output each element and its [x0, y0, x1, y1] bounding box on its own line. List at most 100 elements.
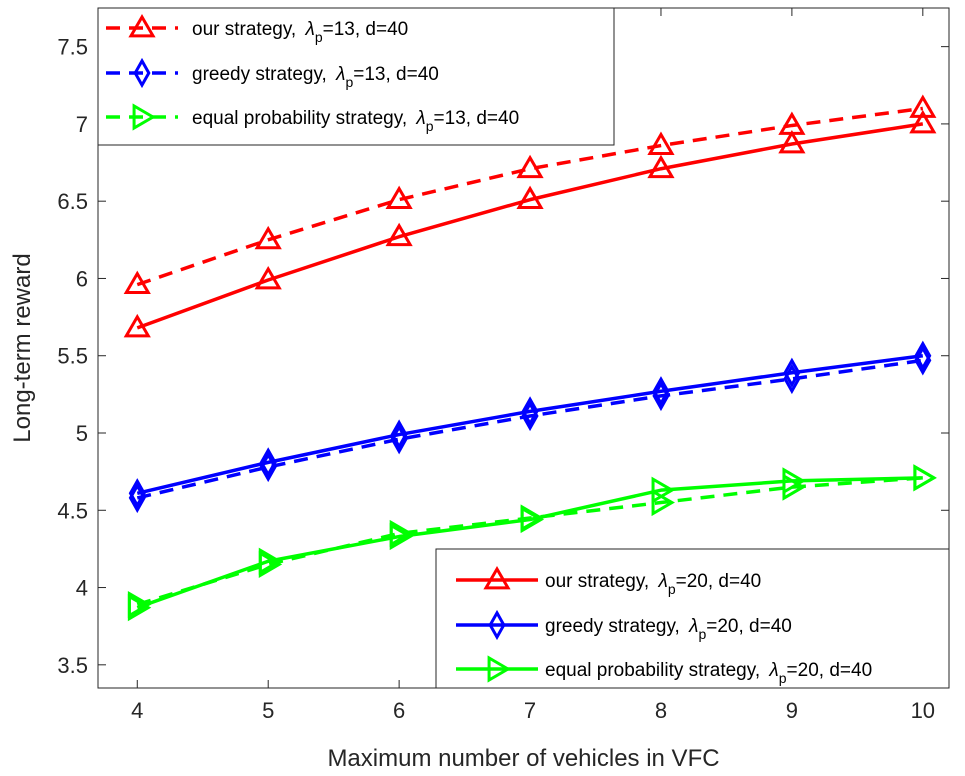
data-point-ours20-5 — [254, 266, 282, 290]
data-point-ours20-4 — [123, 313, 151, 338]
y-tick-label: 3.5 — [57, 653, 88, 678]
y-tick-label: 7 — [76, 112, 88, 137]
data-point-equal20-7 — [520, 505, 545, 534]
legend-label-rest: =13, d=40 — [434, 108, 520, 129]
series-equal20 — [127, 464, 937, 622]
series-layer — [123, 94, 937, 622]
y-tick-label: 6 — [76, 266, 88, 291]
y-tick-label: 7.5 — [57, 35, 88, 60]
x-axis-label: Maximum number of vehicles in VFC — [327, 745, 719, 772]
legend-label-lambda: λ — [335, 64, 345, 85]
x-tick-label: 7 — [524, 698, 536, 723]
legend-label-subscript: p — [668, 581, 676, 597]
legend-marker-sample — [133, 57, 151, 89]
legend-entry-greedy13: greedy strategy, λp=13, d=40 — [106, 57, 439, 90]
legend-label-subscript: p — [345, 74, 353, 90]
legend-label-subscript: p — [426, 118, 434, 134]
legend-entry-ours13: our strategy, λp=13, d=40 — [106, 14, 409, 45]
series-line-ours20 — [136, 122, 924, 330]
legend-marker-sample — [487, 655, 511, 683]
data-point-greedy20-5 — [259, 447, 277, 478]
data-point-equal20-6 — [389, 522, 414, 551]
legend-label-lambda: λ — [688, 616, 698, 637]
data-point-greedy20-10 — [914, 340, 932, 371]
legend-entry-ours20: our strategy, λp=20, d=40 — [456, 566, 761, 597]
legend-label-rest: =20, d=40 — [706, 616, 792, 637]
legend-label: our strategy, λp=20, d=40 — [545, 571, 761, 597]
data-point-ours13-5 — [254, 225, 282, 250]
legend-marker-sample — [483, 566, 511, 590]
data-point-ours13-6 — [385, 185, 413, 210]
series-ours20 — [123, 109, 937, 338]
legend-label: equal probability strategy, λp=13, d=40 — [192, 108, 519, 134]
data-point-greedy20-6 — [390, 419, 408, 450]
legend-label-main: equal probability strategy, — [545, 660, 765, 681]
data-point-ours13-7 — [516, 154, 544, 179]
legend-label-lambda: λ — [657, 571, 667, 592]
data-point-equal20-9 — [782, 467, 806, 495]
x-tick-label: 9 — [786, 698, 798, 723]
data-point-equal20-5 — [258, 547, 283, 575]
legend-label-lambda: λ — [415, 108, 425, 129]
x-tick-label: 6 — [393, 698, 405, 723]
series-line-greedy13 — [136, 358, 924, 500]
legend-label: greedy strategy, λp=13, d=40 — [192, 64, 439, 90]
y-tick-label: 5 — [76, 421, 88, 446]
y-axis-label: Long-term reward — [9, 253, 36, 442]
legend-marker-sample — [488, 609, 506, 641]
legend-label-rest: =13, d=40 — [353, 64, 439, 85]
legend-label-main: our strategy, — [545, 571, 654, 592]
legend-label-main: our strategy, — [192, 19, 301, 40]
data-point-greedy20-7 — [521, 396, 539, 427]
series-line-equal20 — [136, 476, 923, 610]
data-point-ours13-4 — [123, 270, 151, 295]
legend-label-main: equal probability strategy, — [192, 108, 412, 129]
legend-label-main: greedy strategy, — [545, 616, 685, 637]
data-point-ours20-6 — [385, 222, 413, 247]
data-point-greedy20-8 — [652, 376, 670, 407]
y-tick-label: 6.5 — [57, 189, 88, 214]
legend-label-subscript: p — [315, 29, 323, 45]
x-tick-label: 4 — [131, 698, 143, 723]
legend-entry-greedy20: greedy strategy, λp=20, d=40 — [456, 609, 792, 642]
legend-label: equal probability strategy, λp=20, d=40 — [545, 660, 872, 686]
y-tick-label: 5.5 — [57, 344, 88, 369]
legend-marker-sample — [128, 14, 156, 38]
x-tick-label: 5 — [262, 698, 274, 723]
legend-entry-equal20: equal probability strategy, λp=20, d=40 — [456, 655, 872, 686]
series-line-greedy20 — [136, 353, 924, 495]
legend-box — [97, 7, 615, 146]
legend-label-lambda: λ — [304, 19, 314, 40]
legend-box — [435, 548, 950, 689]
data-point-greedy20-4 — [128, 478, 146, 509]
legend-label-subscript: p — [779, 670, 787, 686]
y-tick-label: 4 — [76, 576, 88, 601]
data-point-equal20-4 — [127, 594, 152, 622]
series-ours13 — [123, 94, 937, 295]
legend-label-main: greedy strategy, — [192, 64, 332, 85]
x-tick-label: 8 — [655, 698, 667, 723]
legend-label-rest: =13, d=40 — [323, 19, 409, 40]
data-point-greedy20-9 — [783, 357, 801, 388]
data-point-ours13-8 — [647, 131, 675, 155]
legend-entry-equal13: equal probability strategy, λp=13, d=40 — [106, 103, 519, 134]
data-point-equal20-10 — [913, 464, 937, 492]
data-point-ours20-8 — [647, 154, 675, 179]
series-line-ours13 — [136, 106, 924, 287]
data-point-ours20-9 — [778, 130, 806, 154]
x-tick-label: 10 — [911, 698, 935, 723]
data-point-ours20-7 — [516, 185, 544, 210]
legend-marker-sample — [132, 103, 156, 131]
legend-label-lambda: λ — [768, 660, 778, 681]
data-point-ours13-10 — [909, 94, 937, 118]
legend-label-subscript: p — [698, 626, 706, 642]
series-greedy20 — [128, 340, 932, 509]
legend-label-rest: =20, d=40 — [676, 571, 762, 592]
legend-label: greedy strategy, λp=20, d=40 — [545, 616, 792, 642]
y-tick-label: 4.5 — [57, 498, 88, 523]
data-point-equal20-8 — [651, 476, 675, 504]
data-point-ours20-10 — [909, 109, 937, 134]
